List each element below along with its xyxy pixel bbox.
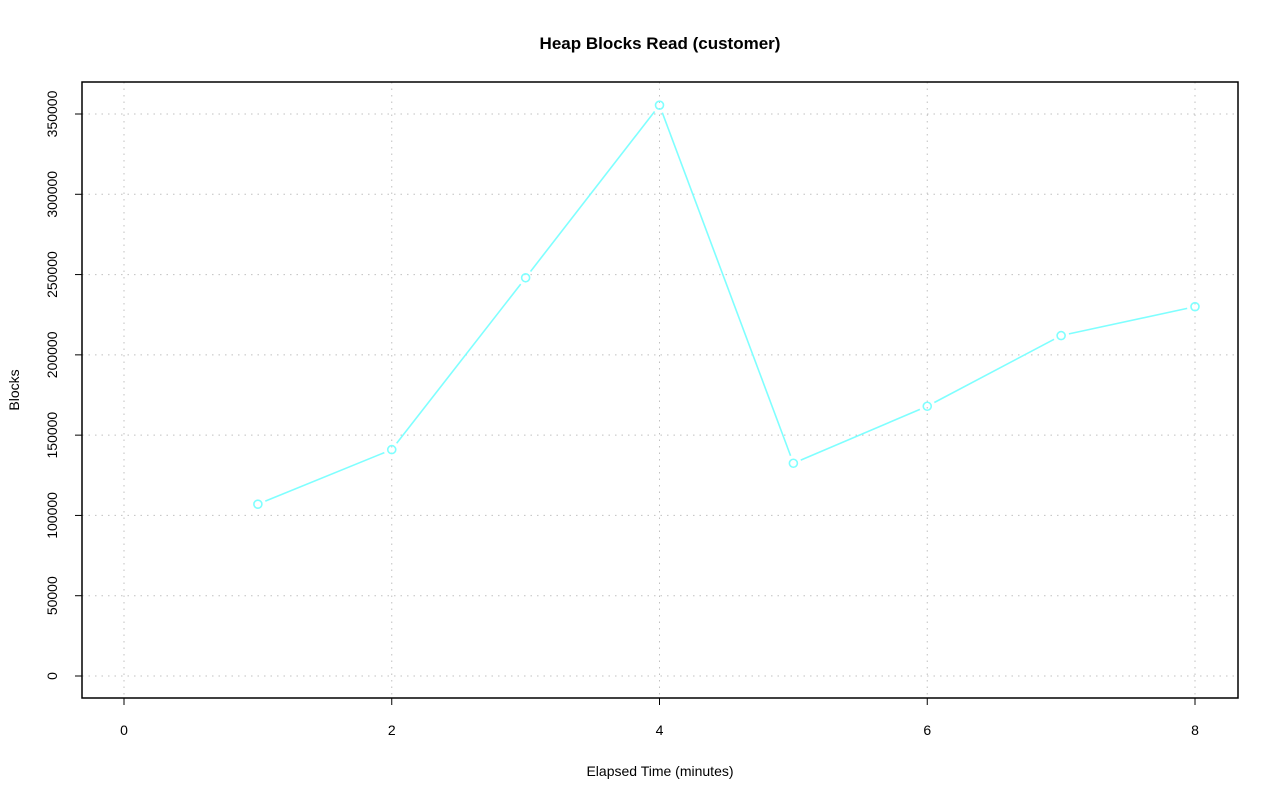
data-point: [386, 444, 397, 455]
y-tick-label: 300000: [44, 171, 60, 218]
data-point: [654, 100, 665, 110]
x-tick-label: 6: [923, 722, 931, 738]
x-axis-label: Elapsed Time (minutes): [586, 763, 733, 779]
y-tick-label: 350000: [44, 90, 60, 137]
series-line-segment: [1068, 307, 1188, 335]
x-tick-label: 8: [1191, 722, 1199, 738]
x-tick-label: 4: [656, 722, 664, 738]
plot-frame: [81, 81, 1239, 699]
x-tick-label: 2: [388, 722, 396, 738]
series-line-segment: [264, 451, 385, 502]
series-line-segment: [661, 112, 792, 457]
data-point: [788, 458, 799, 469]
series-line-segment: [529, 110, 656, 272]
data-point: [253, 499, 263, 509]
y-tick-label: 100000: [44, 492, 60, 539]
x-tick-label: 0: [120, 722, 128, 738]
data-point: [1190, 301, 1200, 312]
grid: [82, 82, 1238, 698]
series-marks: [253, 100, 1200, 509]
y-tick-label: 200000: [44, 331, 60, 378]
data-point: [1056, 330, 1066, 341]
data-point: [520, 272, 531, 283]
y-axis-label: Blocks: [6, 369, 22, 410]
y-tick-label: 150000: [44, 412, 60, 459]
series-line-segment: [396, 283, 522, 444]
axis-ticks: 0 2 4 6 8 0 50000 100000 150000 200000 250000 30000…: [44, 90, 1199, 738]
series-line-segment: [800, 408, 921, 461]
series-line-segment: [933, 338, 1055, 404]
y-tick-label: 250000: [44, 251, 60, 298]
data-point: [922, 401, 933, 412]
chart-title: Heap Blocks Read (customer): [540, 34, 781, 53]
y-tick-label: 0: [44, 672, 60, 680]
y-tick-label: 50000: [44, 576, 60, 615]
